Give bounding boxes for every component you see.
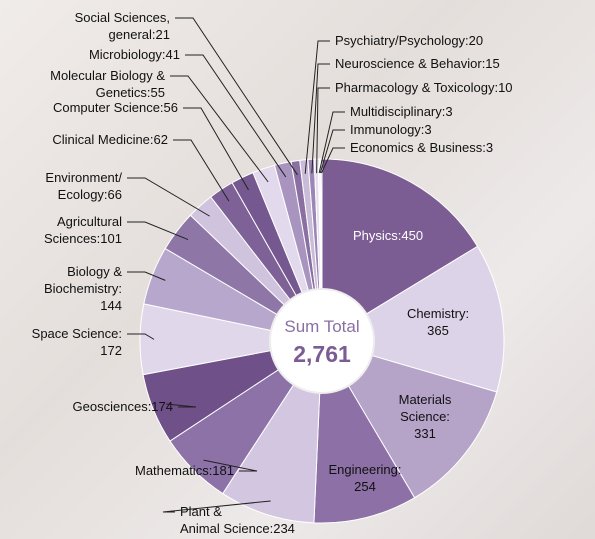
slice-label: Pharmacology & Toxicology:10 bbox=[335, 80, 513, 95]
total: 2,761 bbox=[293, 341, 351, 367]
slice-label: Clinical Medicine:62 bbox=[52, 132, 168, 147]
slice-label: Neuroscience & Behavior:15 bbox=[335, 56, 500, 71]
slice-label: Immunology:3 bbox=[350, 122, 432, 137]
slice-label: Microbiology:41 bbox=[89, 47, 180, 62]
center-label: Sum Total bbox=[284, 317, 359, 336]
chart: Sum Total 2,761 Physics:450Chemistry:365… bbox=[0, 0, 595, 539]
slice-label: Psychiatry/Psychology:20 bbox=[335, 33, 483, 48]
slice-label: Multidisciplinary:3 bbox=[350, 104, 453, 119]
slice-label: Computer Science:56 bbox=[53, 100, 178, 115]
slice-label: Geosciences:174 bbox=[73, 399, 173, 414]
slice-label: Mathematics:181 bbox=[135, 463, 234, 478]
slice-label: Economics & Business:3 bbox=[350, 140, 493, 155]
slice-label: Physics:450 bbox=[353, 228, 423, 243]
